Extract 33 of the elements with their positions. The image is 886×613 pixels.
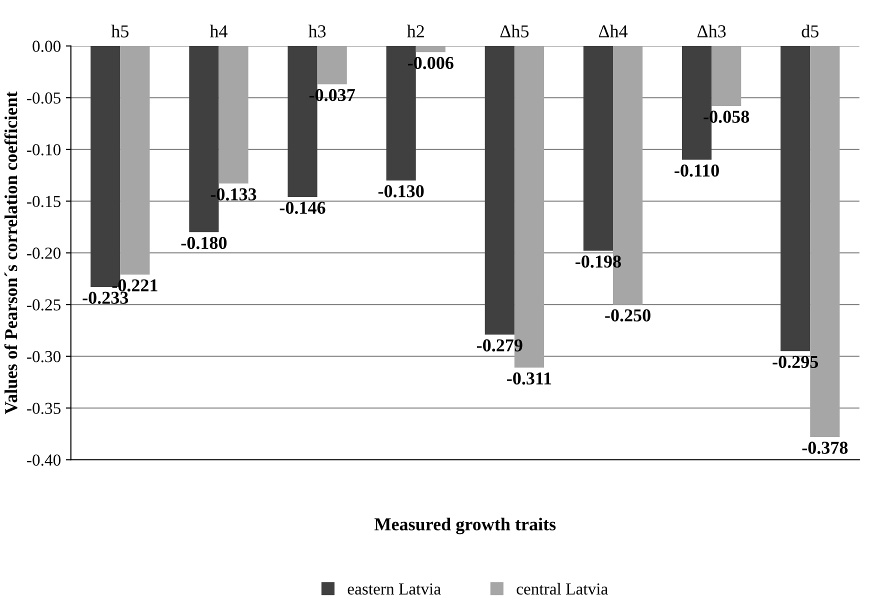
data-label: -0.146 <box>280 202 326 214</box>
y-tick-label: 0.00 <box>32 40 61 52</box>
data-label: -0.233 <box>82 292 128 304</box>
x-tick-label: Δh4 <box>598 24 628 38</box>
x-tick-label: Δh5 <box>500 24 529 38</box>
data-label: -0.311 <box>507 372 552 385</box>
x-axis-title: Measured growth traits <box>374 518 556 534</box>
data-label: -0.198 <box>576 255 621 268</box>
x-tick-label: Δh3 <box>697 24 726 38</box>
y-tick-label: -0.15 <box>27 196 61 208</box>
x-tick-label: h3 <box>308 24 326 38</box>
y-tick-label: -0.40 <box>27 454 61 466</box>
legend-label: eastern Latvia <box>348 583 441 595</box>
data-label: -0.180 <box>181 236 227 250</box>
x-tick-label: h4 <box>210 24 228 38</box>
x-tick-label: h5 <box>111 24 128 38</box>
data-label: -0.279 <box>476 339 522 352</box>
x-tick-label: h2 <box>407 24 424 38</box>
data-label: -0.221 <box>112 279 158 292</box>
y-tick-label: -0.10 <box>27 144 61 156</box>
y-tick-label: -0.05 <box>27 92 61 104</box>
y-tick-label: -0.30 <box>27 351 61 362</box>
data-label: -0.378 <box>802 442 848 454</box>
legend-label: central Latvia <box>516 582 608 595</box>
y-axis-title: Values of Pearson´s correlation coefficient <box>4 91 18 414</box>
data-label: -0.250 <box>605 309 650 322</box>
y-tick-label: -0.20 <box>27 248 61 259</box>
data-label: -0.295 <box>772 356 818 368</box>
x-tick-label: d5 <box>802 24 818 38</box>
data-label: -0.130 <box>378 185 424 198</box>
data-label: -0.110 <box>674 164 719 177</box>
y-tick-label: -0.35 <box>27 402 61 414</box>
y-tick-label: -0.25 <box>27 299 61 311</box>
